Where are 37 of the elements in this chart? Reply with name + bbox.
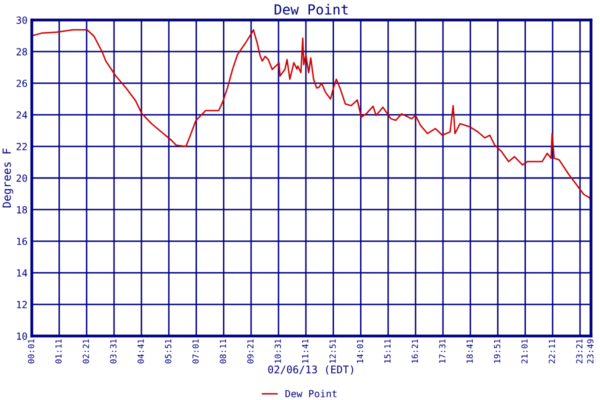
- x-tick-label: 23:21: [576, 339, 582, 364]
- y-tick-label: 30: [16, 16, 28, 24]
- y-tick-label: 16: [17, 238, 28, 246]
- x-tick-label: 01:11: [55, 339, 62, 364]
- x-tick-label: 11:41: [302, 339, 308, 363]
- x-tick-label: 16:21: [412, 339, 418, 363]
- x-tick-label: 00:01: [28, 339, 34, 364]
- y-tick-label: 24: [16, 111, 28, 119]
- y-axis-title: Degrees F: [2, 148, 14, 208]
- x-tick-label: 17:31: [439, 339, 446, 363]
- x-tick-label: 08:11: [220, 339, 226, 364]
- x-tick-label: 07:01: [192, 339, 199, 364]
- x-axis-title: 02/06/13 (EDT): [268, 365, 354, 375]
- y-tick-label: 26: [16, 80, 28, 88]
- y-tick-label: 28: [16, 48, 28, 56]
- y-tick-label: 10: [17, 332, 28, 340]
- x-tick-label: 14:01: [356, 339, 364, 363]
- x-tick-label: 15:11: [384, 339, 391, 363]
- x-tick-label: 02:21: [82, 339, 90, 364]
- x-tick-label: 10:31: [274, 339, 281, 363]
- x-tick-label: 18:41: [466, 339, 473, 363]
- chart-title: Dew Point: [274, 4, 348, 15]
- x-tick-label: 03:31: [110, 339, 116, 364]
- x-tick-label: 09:21: [247, 339, 254, 364]
- y-tick-label: 12: [17, 300, 27, 308]
- x-tick-label: 12:51: [329, 339, 336, 363]
- y-tick-label: 20: [16, 174, 28, 182]
- x-tick-label: 22:11: [548, 339, 555, 364]
- x-tick-label: 05:51: [164, 339, 172, 364]
- x-tick-label: 23:49: [587, 339, 594, 364]
- x-tick-label: 19:51: [494, 339, 500, 363]
- y-tick-label: 22: [16, 142, 27, 150]
- x-tick-label: 21:01: [521, 339, 528, 364]
- legend-label: Dew Point: [285, 390, 337, 398]
- y-tick-label: 14: [17, 269, 28, 277]
- x-tick-label: 04:41: [138, 339, 144, 364]
- y-tick-label: 18: [17, 206, 28, 214]
